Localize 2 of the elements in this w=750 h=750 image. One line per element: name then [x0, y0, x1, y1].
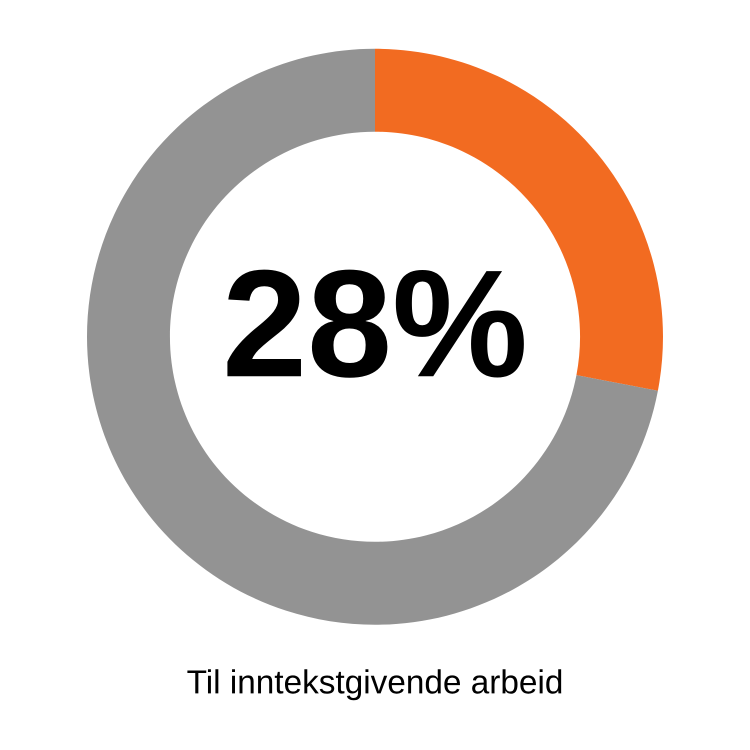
text: Til inntekstgivende arbeid — [187, 669, 562, 700]
data-label: 28% — [227, 270, 524, 378]
